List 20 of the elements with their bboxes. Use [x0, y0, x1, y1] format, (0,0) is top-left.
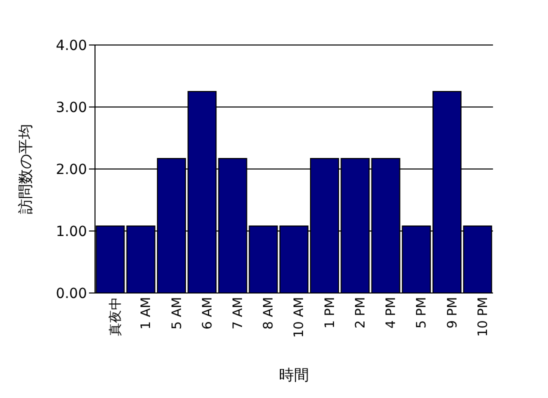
- y-tick-label: 3.00: [56, 100, 87, 116]
- x-tick-label: 2 PM: [353, 297, 368, 328]
- x-tick-label: 4 PM: [384, 297, 400, 328]
- x-tick-label: 真夜中: [108, 297, 124, 336]
- x-tick-label: 5 PM: [414, 297, 430, 328]
- x-tick-label: 9 PM: [445, 297, 460, 328]
- x-tick-label: 5 AM: [170, 297, 185, 330]
- x-tick-label: 10 PM: [476, 297, 491, 337]
- x-tick-label: 6 AM: [200, 297, 216, 330]
- y-tick-label: 2.00: [56, 162, 87, 178]
- y-tick-label: 1.00: [56, 224, 87, 240]
- x-axis-title: 時間: [279, 366, 309, 384]
- y-tick-label: 0.00: [56, 286, 87, 302]
- x-tick-label: 1 AM: [139, 297, 154, 330]
- y-axis-title: 訪問数の平均: [16, 124, 34, 214]
- x-tick-label: 10 AM: [292, 297, 308, 338]
- x-tick-label: 7 AM: [231, 297, 246, 330]
- y-tick-label: 4.00: [56, 38, 87, 54]
- x-tick-label: 8 AM: [262, 297, 277, 330]
- x-tick-label: 1 PM: [322, 297, 338, 328]
